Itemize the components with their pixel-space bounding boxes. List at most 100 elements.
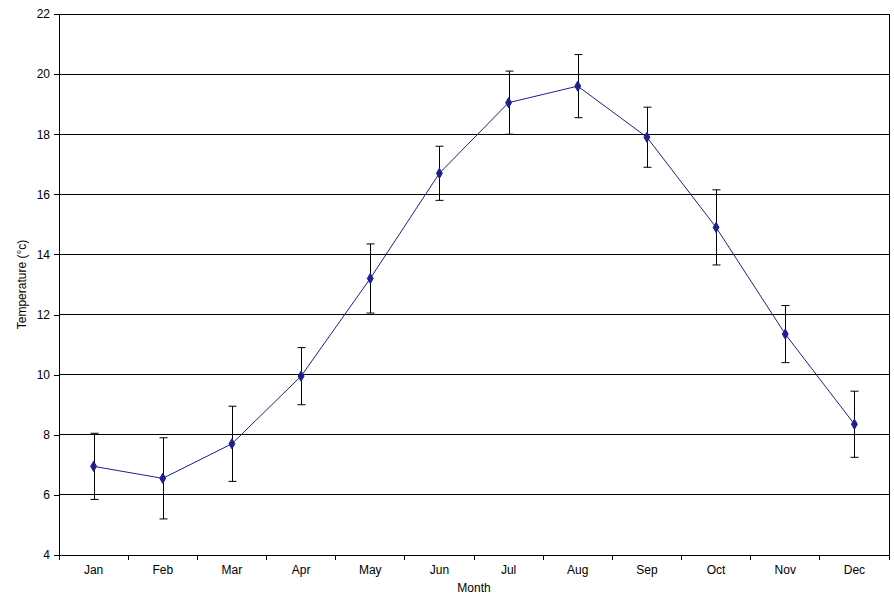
x-tick: Apr (292, 563, 311, 577)
y-axis: 4 6 8 10 12 14 16 18 20 22 (37, 7, 60, 562)
x-tick: Jun (430, 563, 449, 577)
error-bar (713, 190, 721, 265)
marker (229, 439, 235, 449)
x-divider (819, 555, 820, 560)
x-divider (889, 555, 890, 560)
y-tick-label: 12 (37, 308, 51, 322)
y-tick: 8 (43, 428, 59, 442)
marker (160, 473, 166, 483)
y-tick: 6 (43, 488, 59, 502)
y-tick-label: 6 (43, 488, 50, 502)
error-bar (506, 71, 514, 134)
x-divider (404, 555, 405, 560)
x-tick: May (359, 563, 382, 577)
error-bar (160, 438, 168, 519)
y-tick-label: 20 (37, 67, 51, 81)
grid-line (59, 134, 889, 135)
grid-line (59, 74, 889, 75)
marker (436, 168, 442, 178)
error-bar-cap (298, 347, 306, 348)
error-bar (782, 306, 790, 363)
x-tick-label: Aug (567, 563, 588, 577)
y-tick: 16 (37, 188, 59, 202)
marker (851, 419, 857, 429)
x-tick-label: Sep (636, 563, 658, 577)
error-bar-cap (436, 146, 444, 147)
x-tick: Jul (501, 563, 516, 577)
error-bar-cap (644, 107, 652, 108)
error-bar-cap (782, 305, 790, 306)
error-bar-cap (229, 481, 237, 482)
x-tick: Oct (707, 563, 726, 577)
error-bar-cap (713, 264, 721, 265)
marker (575, 81, 581, 91)
error-bar-cap (436, 200, 444, 201)
y-tick-label: 18 (37, 128, 51, 142)
y-tick-label: 8 (43, 428, 50, 442)
x-tick: Nov (775, 563, 796, 577)
grid-line (59, 254, 889, 255)
y-tick-mark (54, 315, 59, 316)
x-divider (59, 555, 60, 560)
marker (713, 222, 719, 232)
error-bar (851, 391, 859, 457)
marker (367, 273, 373, 283)
x-tick-label: Dec (844, 563, 865, 577)
x-tick-label: Oct (707, 563, 726, 577)
grid-line (59, 434, 889, 435)
y-tick: 22 (37, 7, 59, 21)
error-bar-cap (298, 404, 306, 405)
error-bar (298, 348, 306, 405)
y-tick-mark (54, 435, 59, 436)
grid-line (59, 194, 889, 195)
error-bar-cap (229, 406, 237, 407)
error-bar-cap (506, 134, 514, 135)
grid-line (59, 494, 889, 495)
error-bar-cap (851, 391, 859, 392)
y-tick-mark (54, 495, 59, 496)
x-axis-title: Month (457, 581, 490, 595)
x-tick-label: May (359, 563, 382, 577)
x-divider (266, 555, 267, 560)
markers (91, 81, 858, 483)
error-bar (367, 244, 375, 313)
x-tick-label: Apr (292, 563, 311, 577)
x-tick: Sep (636, 563, 658, 577)
y-tick-label: 4 (43, 548, 50, 562)
x-tick-label: Jun (430, 563, 449, 577)
error-bar (644, 107, 652, 167)
y-tick: 10 (37, 368, 59, 382)
x-tick-label: Mar (222, 563, 243, 577)
y-tick: 14 (37, 248, 59, 262)
x-tick: Mar (222, 563, 243, 577)
x-tick: Jan (84, 563, 103, 577)
error-bar-cap (160, 518, 168, 519)
y-tick: 18 (37, 128, 59, 142)
x-divider (750, 555, 751, 560)
y-tick-mark (54, 134, 59, 135)
error-bar-cap (575, 54, 583, 55)
y-tick: 4 (43, 548, 59, 562)
error-bars (91, 55, 859, 519)
plot-frame (59, 14, 889, 555)
error-bar-cap (160, 437, 168, 438)
error-bar (575, 55, 583, 118)
y-tick-mark (54, 74, 59, 75)
error-bar-cap (91, 499, 99, 500)
y-tick: 12 (37, 308, 59, 322)
error-bar (436, 146, 444, 200)
x-tick: Dec (844, 563, 865, 577)
error-bar-cap (367, 313, 375, 314)
chart: 46810121416182022JanFebMarAprMayJunJulAu… (0, 0, 894, 610)
marker (782, 329, 788, 339)
y-tick-label: 22 (37, 7, 51, 21)
marker (91, 461, 97, 471)
grid-line (59, 374, 889, 375)
y-tick-mark (54, 375, 59, 376)
error-bar-cap (851, 457, 859, 458)
y-tick-label: 14 (37, 248, 51, 262)
grid-line (59, 314, 889, 315)
x-divider (197, 555, 198, 560)
error-bar (229, 406, 237, 481)
error-bar-cap (713, 189, 721, 190)
